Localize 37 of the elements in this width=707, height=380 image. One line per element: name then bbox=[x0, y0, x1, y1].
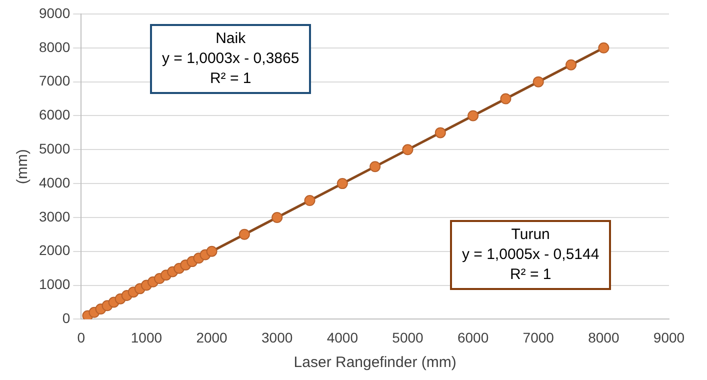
point bbox=[370, 161, 381, 172]
y-tick-label: 8000 bbox=[38, 38, 70, 55]
x-tick-label: 5000 bbox=[392, 329, 424, 346]
point bbox=[336, 178, 348, 190]
point bbox=[468, 110, 479, 122]
point bbox=[598, 42, 610, 54]
annotation: Naik y = 1,0003x - 0,3865 R² = 1 bbox=[150, 24, 312, 94]
y-tick-label: 6000 bbox=[38, 106, 70, 123]
y-tick-label: 0 bbox=[62, 310, 70, 326]
annotation: Turun y = 1,0005x - 0,5144 R² = 1 bbox=[450, 220, 612, 290]
x-tick-label: 3000 bbox=[262, 329, 293, 346]
x-tick-label: 2000 bbox=[196, 329, 228, 346]
y-tick-label: 2000 bbox=[38, 242, 70, 258]
point bbox=[566, 59, 577, 70]
point bbox=[238, 228, 250, 240]
point bbox=[304, 195, 316, 206]
x-tick-label: 6000 bbox=[457, 329, 489, 346]
y-axis-title: (mm) bbox=[14, 149, 32, 184]
point bbox=[500, 93, 512, 104]
point bbox=[402, 144, 414, 156]
x-tick-label: 0 bbox=[77, 329, 86, 346]
y-tick-label: 3000 bbox=[38, 208, 70, 224]
x-tick-label: 4000 bbox=[326, 329, 358, 346]
point bbox=[206, 246, 218, 257]
x-tick-label: 7000 bbox=[522, 329, 554, 346]
x-tick-label: 9000 bbox=[653, 329, 685, 346]
x-axis-title: Laser Rangefinder (mm) bbox=[294, 354, 456, 372]
y-tick-label: 5000 bbox=[38, 140, 70, 157]
y-tick-label: 7000 bbox=[38, 72, 70, 89]
x-tick-label: 1000 bbox=[130, 329, 162, 346]
x-tick-label: 8000 bbox=[588, 329, 620, 346]
y-tick-label: 9000 bbox=[38, 4, 70, 21]
point bbox=[434, 127, 446, 138]
y-tick-label: 1000 bbox=[38, 276, 70, 292]
point bbox=[272, 212, 283, 223]
point bbox=[532, 76, 544, 88]
y-tick-label: 4000 bbox=[38, 174, 70, 190]
